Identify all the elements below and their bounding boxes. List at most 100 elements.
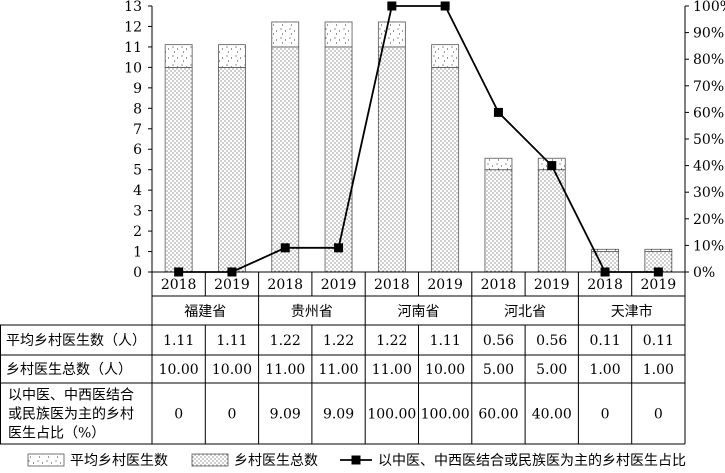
bar-avg-doctors [164, 44, 193, 68]
row-label: 乡村医生总数（人） [6, 362, 132, 378]
left-tick-label: 9 [133, 81, 142, 97]
table-cell: 0.11 [589, 333, 620, 349]
bar-avg-doctors [377, 21, 406, 48]
left-tick-label: 2 [133, 224, 142, 240]
right-tick-label: 90% [693, 26, 724, 42]
legend-label: 平均乡村医生数 [70, 453, 168, 469]
legend-swatch-total [191, 453, 229, 467]
table-cell: 1.00 [589, 362, 620, 378]
left-tick-label: 4 [133, 183, 142, 199]
bar-avg-doctors [644, 248, 673, 252]
bar-total-doctors [431, 66, 460, 273]
line-series-layer [174, 1, 663, 277]
group-label: 河北省 [504, 304, 546, 320]
bar-total-doctors [324, 46, 353, 273]
table-cell: 1.11 [163, 333, 194, 349]
year-label: 2019 [321, 277, 357, 293]
table-cell: 0.56 [536, 333, 567, 349]
data-table: 2018 2019 2018 2019 2018 2019 2018 2019 2018 2019… [0, 271, 686, 445]
table-cell: 5.00 [483, 362, 514, 378]
table-cell: 60.00 [478, 407, 518, 423]
table-cell: 10.00 [159, 362, 199, 378]
table-cell: 9.09 [323, 407, 354, 423]
table-cell: 1.11 [216, 333, 247, 349]
bars-layer [164, 21, 673, 273]
year-label: 2019 [214, 277, 250, 293]
left-tick-label: 3 [133, 204, 142, 220]
table-cell: 11.00 [319, 362, 359, 378]
table-cell: 10.00 [212, 362, 252, 378]
group-label: 贵州省 [291, 304, 333, 320]
legend-label: 乡村医生总数 [234, 453, 318, 469]
axes-layer: 0123456789101112130%10%20%30%40%50%60%70… [124, 0, 725, 281]
left-tick-label: 5 [133, 163, 142, 179]
table-cell: 11.00 [265, 362, 305, 378]
bar-avg-doctors [218, 44, 246, 68]
right-tick-label: 10% [693, 238, 724, 254]
bar-total-doctors [377, 46, 406, 273]
legend-swatch-avg [27, 453, 65, 467]
left-tick-label: 7 [133, 122, 142, 138]
bar-total-doctors [484, 169, 513, 273]
legend-marker [351, 455, 361, 465]
bar-avg-doctors [324, 21, 353, 48]
table-cell: 5.00 [536, 362, 567, 378]
legend-label: 以中医、中西医结合或民族医为主的乡村医生占比 [378, 453, 686, 469]
left-tick-label: 0 [133, 265, 142, 281]
left-tick-label: 12 [124, 19, 142, 35]
group-label: 河南省 [398, 304, 440, 320]
bar-total-doctors [218, 66, 246, 273]
table-cell: 0 [601, 407, 610, 423]
table-cell: 10.00 [425, 362, 465, 378]
table-cell: 1.22 [376, 333, 407, 349]
left-tick-label: 11 [124, 40, 142, 56]
year-label: 2018 [587, 277, 623, 293]
left-tick-label: 13 [124, 0, 142, 15]
year-label: 2019 [427, 277, 463, 293]
bar-avg-doctors [591, 248, 619, 252]
table-cell: 0 [227, 407, 236, 423]
right-tick-label: 20% [693, 212, 724, 228]
table-cell: 1.00 [643, 362, 674, 378]
table-cell: 1.22 [270, 333, 301, 349]
table-cell: 0 [174, 407, 183, 423]
right-tick-label: 80% [693, 52, 724, 68]
left-tick-label: 1 [133, 245, 142, 261]
year-label: 2018 [267, 277, 303, 293]
bar-avg-doctors [484, 157, 513, 171]
right-tick-label: 30% [693, 185, 724, 201]
row-label: 医生占比（%） [8, 426, 105, 442]
table-cell: 100.00 [421, 407, 470, 423]
table-cell: 1.22 [323, 333, 354, 349]
right-tick-label: 100% [693, 0, 725, 15]
year-label: 2019 [641, 277, 677, 293]
left-tick-label: 10 [124, 60, 142, 76]
right-tick-label: 60% [693, 105, 724, 121]
share-line [178, 5, 659, 273]
row-label: 以中医、中西医结合 [8, 388, 134, 404]
year-label: 2019 [534, 277, 570, 293]
row-label: 或民族医为主的乡村 [8, 407, 134, 423]
right-tick-label: 0% [693, 265, 715, 281]
table-cell: 0 [654, 407, 663, 423]
bar-total-doctors [271, 46, 300, 273]
year-label: 2018 [374, 277, 410, 293]
share-marker [387, 1, 397, 11]
right-tick-label: 70% [693, 79, 724, 95]
bar-total-doctors [164, 66, 193, 273]
left-tick-label: 6 [133, 142, 142, 158]
share-marker [547, 161, 557, 171]
year-label: 2018 [161, 277, 197, 293]
table-cell: 40.00 [532, 407, 572, 423]
share-marker [493, 107, 503, 117]
share-marker [280, 243, 290, 253]
bar-avg-doctors [271, 21, 300, 48]
left-tick-label: 8 [133, 101, 142, 117]
right-tick-label: 40% [693, 159, 724, 175]
group-label: 天津市 [611, 303, 653, 320]
bar-avg-doctors [431, 44, 460, 68]
legend: 平均乡村医生数 乡村医生总数 以中医、中西医结合或民族医为主的乡村医生占比 [27, 453, 686, 469]
table-cell: 9.09 [270, 407, 301, 423]
table-cell: 0.11 [643, 333, 674, 349]
table-cell: 100.00 [367, 407, 416, 423]
